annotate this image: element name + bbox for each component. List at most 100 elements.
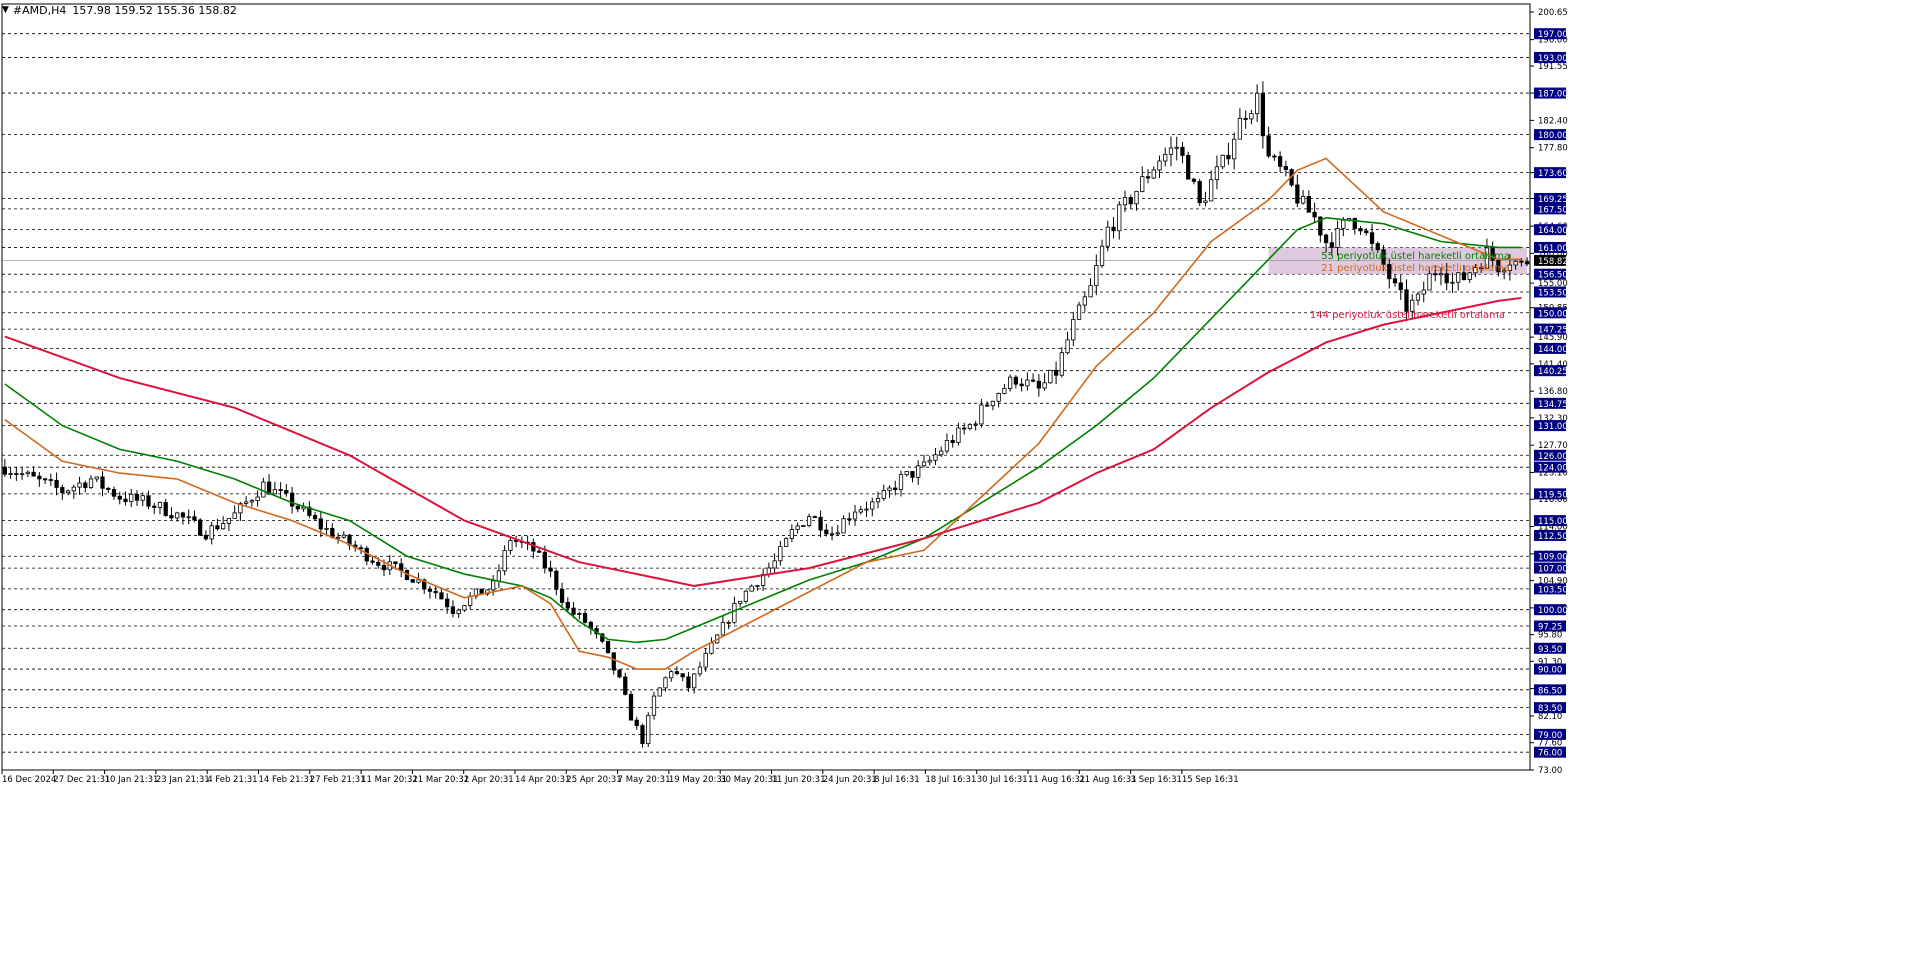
candle-body bbox=[663, 677, 668, 689]
candle-body bbox=[1002, 388, 1007, 394]
candle-body bbox=[1243, 118, 1248, 120]
candle-body bbox=[554, 570, 559, 590]
candle-body bbox=[1496, 259, 1501, 273]
time-axis-tick-label: 15 Sep 16:31 bbox=[1182, 775, 1239, 785]
candle-body bbox=[1433, 273, 1438, 276]
level-label-text: 76.00 bbox=[1538, 749, 1562, 759]
candle-body bbox=[858, 509, 863, 513]
candle-body bbox=[1099, 245, 1105, 266]
candle-body bbox=[1375, 243, 1380, 251]
candle-body bbox=[1525, 261, 1530, 265]
level-label-text: 131.00 bbox=[1538, 422, 1568, 432]
level-label: 173.60 bbox=[1534, 167, 1568, 179]
candle-body bbox=[950, 440, 955, 443]
level-label-box bbox=[1534, 583, 1566, 595]
level-label-text: 119.50 bbox=[1538, 490, 1568, 500]
candle-body bbox=[749, 585, 754, 592]
level-label: 107.00 bbox=[1534, 562, 1568, 575]
level-label-box bbox=[1534, 323, 1566, 335]
candle-body bbox=[1042, 382, 1047, 389]
candle-body bbox=[1220, 154, 1225, 168]
candle-body bbox=[795, 525, 800, 530]
time-axis-tick-label: 24 Jun 20:31 bbox=[823, 775, 877, 785]
candle-body bbox=[933, 454, 938, 461]
candle-body bbox=[1456, 272, 1461, 283]
candle-body bbox=[944, 440, 950, 452]
candle-body bbox=[1117, 204, 1122, 232]
time-axis-tick-label: 8 Jul 16:31 bbox=[874, 775, 920, 785]
candle-body bbox=[1019, 383, 1024, 387]
candle-body bbox=[1427, 273, 1432, 291]
level-label-text: 164.00 bbox=[1538, 226, 1568, 236]
candle-body bbox=[232, 512, 237, 519]
price-axis-tick-label: 196.00 bbox=[1538, 36, 1568, 46]
candle-body bbox=[491, 580, 496, 591]
level-label: 97.25 bbox=[1534, 620, 1566, 633]
level-label-text: 97.25 bbox=[1538, 623, 1562, 633]
level-label-text: 90.00 bbox=[1538, 666, 1562, 676]
time-axis-tick-label: 21 Aug 16:31 bbox=[1079, 775, 1136, 785]
candle-body bbox=[755, 585, 760, 587]
level-label-text: 100.00 bbox=[1538, 606, 1568, 616]
dropdown-triangle-icon[interactable]: ▼ bbox=[2, 5, 9, 15]
candle-body bbox=[1392, 278, 1398, 284]
candle-body bbox=[8, 473, 13, 476]
candle-body bbox=[335, 536, 341, 539]
candle-body bbox=[1461, 272, 1467, 280]
candle-body bbox=[1479, 267, 1484, 270]
level-label-text: 109.00 bbox=[1538, 553, 1568, 563]
candle-body bbox=[370, 560, 375, 563]
candle-body bbox=[812, 516, 817, 518]
time-axis-tick-label: 14 Feb 21:31 bbox=[259, 775, 315, 785]
level-label: 119.50 bbox=[1534, 488, 1568, 500]
candle-body bbox=[1404, 289, 1409, 312]
level-label-text: 197.00 bbox=[1538, 30, 1568, 40]
candle-body bbox=[985, 404, 990, 407]
level-label: 100.00 bbox=[1534, 604, 1568, 616]
candle-body bbox=[324, 527, 329, 530]
price-axis-tick-label: 155.00 bbox=[1538, 279, 1568, 289]
candle-body bbox=[272, 489, 277, 495]
candle-body bbox=[927, 459, 932, 463]
candle-body bbox=[1163, 153, 1168, 162]
price-axis-tick-label: 95.80 bbox=[1538, 631, 1562, 641]
candle-body bbox=[1082, 296, 1087, 306]
candle-body bbox=[829, 533, 835, 536]
candle-body bbox=[697, 666, 703, 675]
level-label-text: 115.00 bbox=[1538, 517, 1568, 527]
level-label-box bbox=[1534, 397, 1566, 409]
candle-body bbox=[1387, 264, 1392, 280]
candle-body bbox=[887, 487, 892, 491]
candles-group bbox=[2, 81, 1530, 748]
candle-body bbox=[640, 725, 645, 745]
price-axis-tick-label: 141.40 bbox=[1538, 360, 1568, 370]
level-label-text: 193.00 bbox=[1538, 54, 1568, 64]
candle-body bbox=[129, 493, 134, 503]
candle-body bbox=[42, 478, 48, 481]
level-label-text: 134.75 bbox=[1538, 400, 1568, 410]
time-axis-tick-label: 4 Feb 21:31 bbox=[207, 775, 257, 785]
time-axis-tick-label: 16 Dec 2024 bbox=[2, 775, 56, 785]
candle-body bbox=[657, 687, 662, 697]
candle-body bbox=[577, 612, 582, 615]
candle-body bbox=[221, 523, 226, 530]
time-axis-tick-label: 27 Dec 21:31 bbox=[53, 775, 110, 785]
candle-body bbox=[422, 579, 427, 590]
candle-body bbox=[726, 621, 731, 624]
candle-body bbox=[1421, 289, 1426, 295]
candle-body bbox=[1415, 293, 1421, 301]
candle-body bbox=[140, 495, 145, 501]
candle-body bbox=[651, 695, 657, 716]
candle-body bbox=[973, 423, 978, 426]
level-label: 140.25 bbox=[1534, 365, 1568, 377]
candle-body bbox=[772, 560, 777, 569]
time-axis-tick-label: 11 Aug 16:31 bbox=[1028, 775, 1085, 785]
price-axis-tick-label: 118.60 bbox=[1538, 495, 1568, 505]
candle-body bbox=[841, 518, 846, 534]
level-label-box bbox=[1534, 51, 1566, 63]
candle-body bbox=[284, 490, 289, 494]
level-label-box bbox=[1534, 728, 1566, 740]
level-label-box bbox=[1534, 28, 1566, 40]
